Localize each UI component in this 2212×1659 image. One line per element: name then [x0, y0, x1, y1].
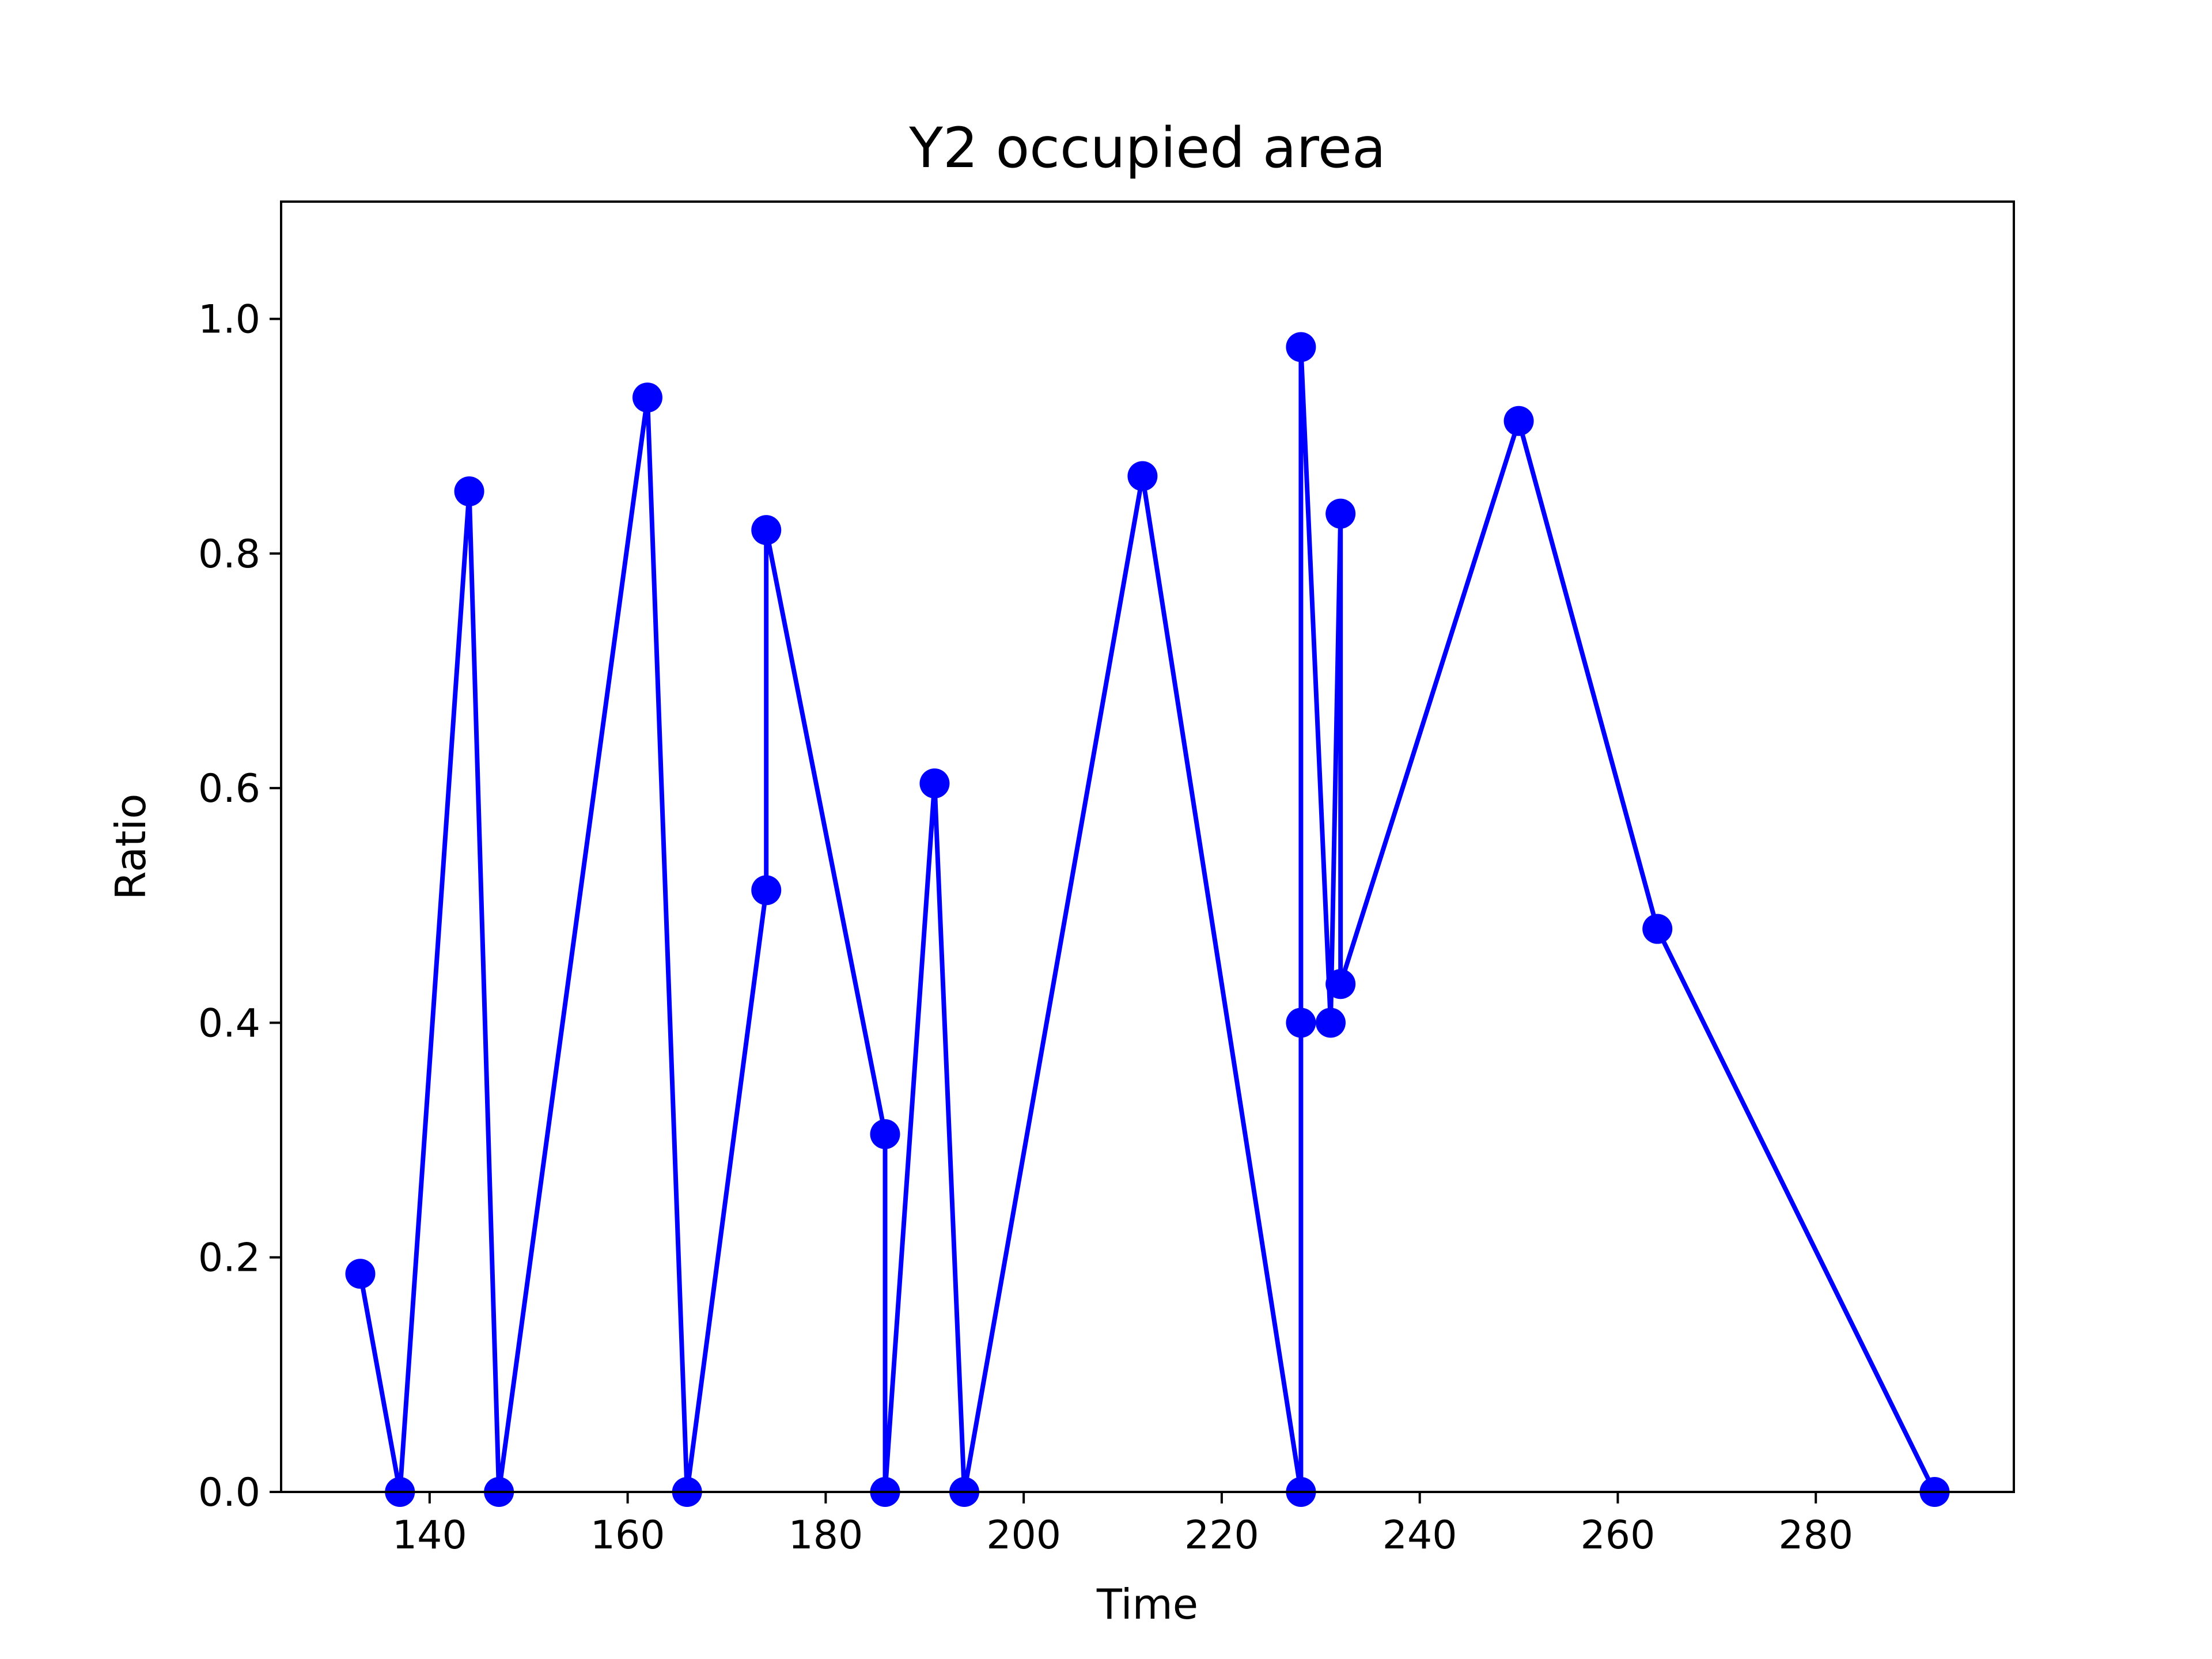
data-point [345, 1259, 376, 1289]
data-point [751, 875, 782, 906]
chart-title: Y2 occupied area [908, 116, 1386, 180]
data-point [1286, 1007, 1316, 1038]
series-line [358, 344, 1937, 1494]
y-axis-label: Ratio [107, 794, 155, 900]
y-tick-label: 1.0 [198, 297, 260, 343]
x-tick-label: 280 [1778, 1513, 1853, 1558]
x-tick-label: 220 [1184, 1513, 1259, 1558]
x-tick-label: 240 [1382, 1513, 1457, 1558]
x-tick-label: 200 [986, 1513, 1061, 1558]
data-point [1503, 406, 1534, 436]
y-axis: 0.0 0.2 0.4 0.6 0.8 1.0 [198, 297, 281, 1516]
data-point [751, 515, 782, 546]
data-point [919, 768, 950, 799]
x-axis: 140 160 180 200 220 240 260 280 [392, 1492, 1853, 1558]
plot-frame [280, 200, 2015, 1493]
x-tick-label: 160 [590, 1513, 665, 1558]
y-tick-label: 0.0 [198, 1470, 260, 1516]
y-tick-label: 0.2 [198, 1236, 260, 1281]
y-tick-label: 0.4 [198, 1001, 260, 1046]
x-tick-label: 260 [1581, 1513, 1656, 1558]
data-point [632, 382, 662, 413]
x-tick-label: 180 [788, 1513, 863, 1558]
x-axis-label: Time [1096, 1580, 1198, 1628]
data-point [1325, 498, 1356, 529]
data-point [1127, 461, 1158, 491]
data-point [1642, 914, 1673, 944]
data-point [1315, 1007, 1346, 1038]
y-tick-label: 0.8 [198, 532, 260, 577]
data-point [454, 476, 484, 506]
data-point [1325, 969, 1356, 999]
y-tick-label: 0.6 [198, 766, 260, 812]
x-tick-label: 140 [392, 1513, 467, 1558]
data-point [870, 1119, 900, 1149]
data-point [1286, 332, 1316, 362]
